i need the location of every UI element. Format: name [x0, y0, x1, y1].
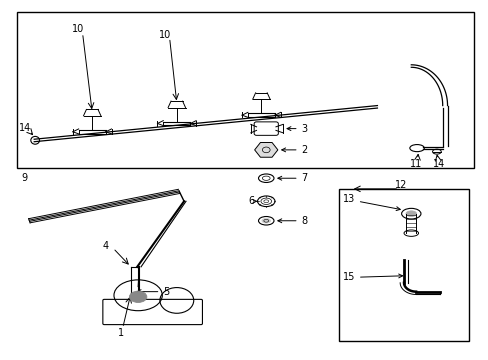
Text: 10: 10: [71, 24, 83, 34]
FancyBboxPatch shape: [102, 300, 202, 325]
Text: 1: 1: [118, 328, 124, 338]
Text: 6: 6: [248, 196, 257, 206]
Bar: [338, 189, 468, 341]
Ellipse shape: [129, 291, 146, 302]
Text: 7: 7: [277, 173, 307, 183]
Ellipse shape: [262, 219, 270, 223]
Text: 9: 9: [21, 173, 27, 183]
Text: 14: 14: [20, 122, 32, 132]
Text: 3: 3: [286, 123, 307, 134]
Text: 10: 10: [158, 30, 170, 40]
Text: 14: 14: [432, 159, 444, 169]
Ellipse shape: [405, 211, 416, 216]
Text: 13: 13: [342, 194, 399, 211]
Text: 4: 4: [102, 240, 108, 251]
Text: 12: 12: [395, 180, 407, 190]
Text: 2: 2: [281, 145, 307, 155]
Text: 8: 8: [277, 216, 307, 226]
Text: 15: 15: [342, 273, 402, 283]
Text: 5: 5: [137, 287, 169, 297]
Text: 11: 11: [409, 159, 421, 169]
Bar: [17, 12, 473, 168]
FancyBboxPatch shape: [254, 122, 278, 135]
